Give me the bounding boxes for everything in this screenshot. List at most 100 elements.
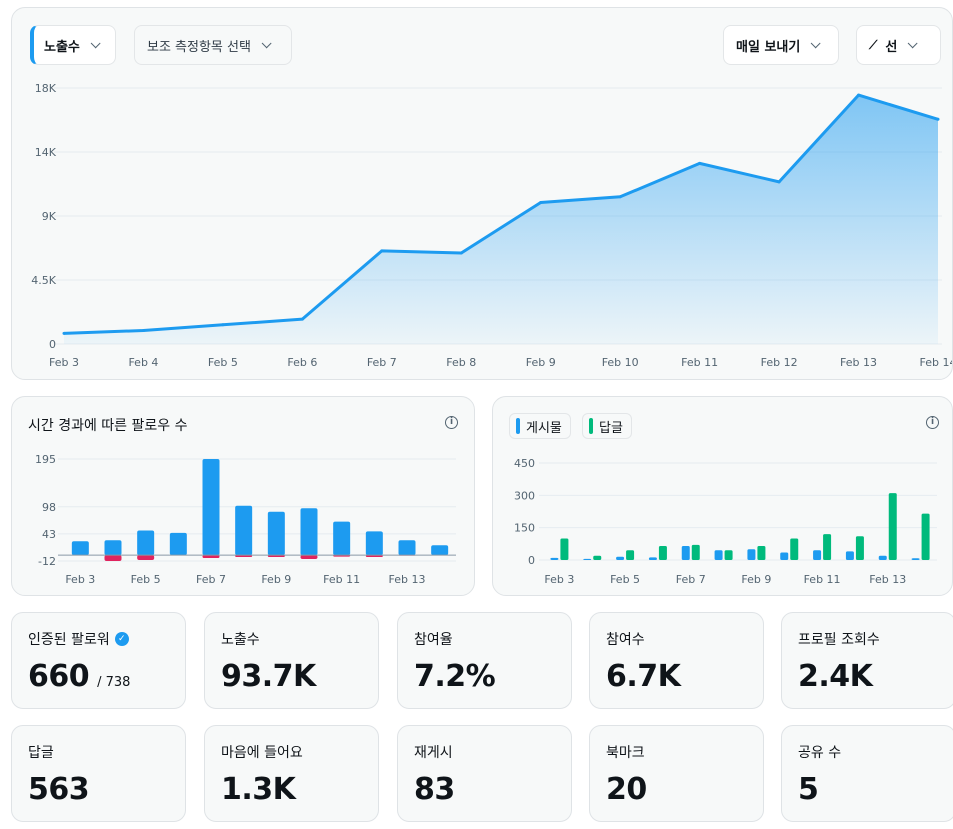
x-tick-label: Feb 8	[446, 356, 476, 369]
info-icon[interactable]: i	[926, 416, 939, 429]
unfollows-bar	[137, 555, 155, 561]
secondary-metric-dropdown[interactable]: 보조 측정항목 선택	[134, 25, 292, 65]
posts-bar	[681, 545, 690, 560]
stat-replies: 답글 563	[11, 725, 186, 822]
x-tick-label: Feb 7	[676, 573, 706, 586]
legend-posts[interactable]: 게시물	[509, 413, 571, 439]
verified-badge-icon: ✓	[114, 632, 129, 646]
stat-value: 1.3K	[221, 772, 296, 807]
followers-over-time-card: 시간 경과에 따른 팔로우 수 i -12 43 98 195 Feb 3 Feb 5 Fe…	[11, 396, 475, 596]
line-chart-icon: ⟋	[869, 37, 878, 52]
y-tick-label: 43	[42, 528, 56, 541]
y-tick-label: 18K	[35, 82, 57, 95]
y-tick-label: 14K	[35, 146, 57, 159]
y-tick-label: 9K	[42, 210, 57, 223]
stat-engagements: 참여수 6.7K	[589, 612, 764, 709]
data-point	[141, 328, 145, 332]
legend-replies-label: 답글	[599, 420, 623, 436]
stat-value: 2.4K	[798, 659, 873, 694]
stat-engagement-rate: 참여율 7.2%	[397, 612, 572, 709]
data-point	[62, 331, 66, 335]
replies-bar	[724, 550, 733, 560]
follows-bar	[300, 508, 318, 556]
x-tick-label: Feb 9	[741, 573, 771, 586]
posts-bar	[911, 558, 920, 560]
data-point	[380, 249, 384, 253]
posts-bar	[550, 557, 559, 560]
data-point	[300, 317, 304, 321]
stat-label: 참여수	[606, 632, 645, 648]
follows-bar	[235, 505, 253, 556]
stat-profile-visits: 프로필 조회수 2.4K	[781, 612, 953, 709]
x-tick-label: Feb 5	[131, 573, 161, 586]
followers-chart-title: 시간 경과에 따른 팔로우 수	[28, 418, 188, 434]
y-tick-label: 450	[514, 457, 535, 470]
stat-label: 참여율	[414, 632, 453, 648]
legend-replies[interactable]: 답글	[582, 413, 632, 439]
replies-bar	[855, 536, 864, 560]
follows-bar	[398, 540, 416, 556]
replies-bar	[560, 538, 569, 560]
chart-type-label: 선	[885, 39, 898, 55]
secondary-metric-label: 보조 측정항목 선택	[147, 39, 251, 55]
x-tick-label: Feb 4	[128, 356, 158, 369]
send-frequency-label: 매일 보내기	[736, 39, 801, 55]
stat-likes: 마음에 들어요 1.3K	[204, 725, 379, 822]
stat-label: 프로필 조회수	[798, 632, 880, 648]
replies-bar	[888, 493, 897, 560]
send-frequency-dropdown[interactable]: 매일 보내기	[723, 25, 839, 65]
x-tick-label: Feb 10	[602, 356, 639, 369]
data-point	[857, 93, 861, 97]
x-tick-label: Feb 11	[323, 573, 360, 586]
chart-type-dropdown[interactable]: ⟋ 선	[856, 25, 941, 65]
x-tick-label: Feb 9	[526, 356, 556, 369]
y-tick-label: 0	[528, 554, 535, 567]
y-tick-label: 4.5K	[31, 274, 56, 287]
y-tick-label: 195	[35, 453, 56, 466]
stat-impressions: 노출수 93.7K	[204, 612, 379, 709]
stat-label: 재게시	[414, 745, 453, 761]
y-tick-label: 0	[49, 338, 56, 351]
follows-bar	[71, 541, 89, 556]
posts-replies-card: 게시물 답글 i 0 150 300 450 Feb 3 Feb 5 Feb 7 Feb 9 F…	[492, 396, 953, 596]
x-tick-label: Feb 6	[287, 356, 317, 369]
posts-bar	[714, 550, 723, 560]
stat-value: 7.2%	[414, 659, 496, 694]
stat-label: 공유 수	[798, 745, 842, 761]
x-tick-label: Feb 13	[869, 573, 906, 586]
unfollows-bar	[202, 555, 220, 559]
stat-shares: 공유 수 5	[781, 725, 953, 822]
data-point	[459, 251, 463, 255]
stat-value-wrap: 660 / 738	[28, 659, 130, 694]
replies-bar	[626, 550, 635, 560]
data-point	[221, 323, 225, 327]
impressions-line	[63, 93, 939, 335]
x-tick-label: Feb 12	[761, 356, 798, 369]
metric-dropdown[interactable]: 노출수	[30, 25, 116, 65]
posts-bar	[583, 558, 592, 560]
follows-bar	[267, 511, 285, 556]
impressions-area-chart: 0 4.5K 9K 14K 18K Feb 3 Feb 4 Feb 5 Feb 6 Feb 7 Fe…	[31, 82, 952, 369]
stat-value: 20	[606, 772, 647, 807]
x-tick-label: Feb 14	[920, 356, 952, 369]
x-tick-label: Feb 13	[389, 573, 426, 586]
x-tick-label: Feb 13	[840, 356, 877, 369]
data-point	[539, 200, 543, 204]
stat-value: 93.7K	[221, 659, 316, 694]
unfollows-bar	[104, 555, 122, 561]
follows-bar	[104, 540, 122, 556]
x-tick-label: Feb 3	[49, 356, 79, 369]
data-point	[777, 180, 781, 184]
stat-reposts: 재게시 83	[397, 725, 572, 822]
posts-swatch	[516, 418, 520, 434]
posts-bar	[878, 555, 887, 560]
x-tick-label: Feb 9	[261, 573, 291, 586]
x-tick-label: Feb 11	[681, 356, 718, 369]
posts-replies-bar-chart: 0 150 300 450 Feb 3 Feb 5 Feb 7 Feb 9 Feb 11 Feb …	[514, 457, 937, 586]
stat-value: 660	[28, 659, 90, 694]
replies-swatch	[589, 418, 593, 434]
stat-sub-value: / 738	[97, 675, 131, 690]
data-point	[698, 161, 702, 165]
info-icon[interactable]: i	[445, 416, 458, 429]
impressions-chart-card: 노출수 보조 측정항목 선택 매일 보내기 ⟋ 선 0 4.5K 9K 14K 18K F…	[11, 7, 953, 380]
